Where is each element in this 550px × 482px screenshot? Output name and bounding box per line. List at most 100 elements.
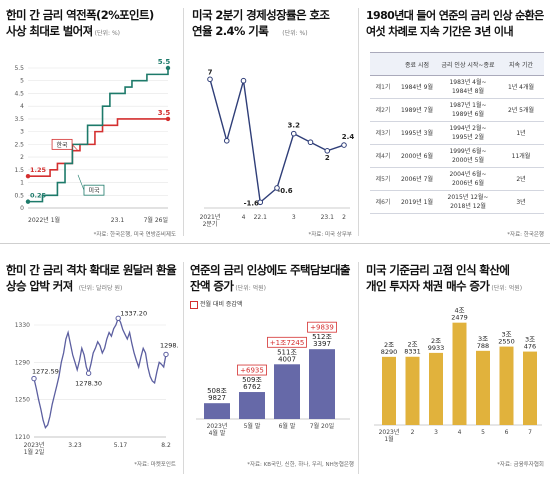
table-cell: 제1기 (370, 75, 396, 99)
unit-label: (단위: 억원) (491, 285, 523, 292)
panel-fx-rate: 한미 간 금리 격차 확대로 원달러 환율 상승 압박 커져 (단위: 달러당 원… (6, 263, 178, 478)
range-end: 1984년 8월 (451, 88, 485, 95)
annotation-point (31, 375, 37, 382)
bar (405, 356, 420, 425)
data-label: 2.4 (342, 133, 354, 141)
y-tick-label: 4.5 (14, 90, 24, 97)
delta-box (237, 364, 267, 376)
unit-label: (단위: 달러당 원) (78, 285, 123, 292)
bar-value-label: 2550 (498, 338, 515, 346)
range-end: 1995년 2월 (451, 134, 485, 141)
bar (382, 356, 396, 425)
end-point (165, 116, 171, 122)
start-point (25, 199, 31, 204)
bar (204, 403, 230, 419)
table-cell: 제5기 (370, 167, 396, 191)
header-cell: 금리 인상 시작~종료 (438, 52, 498, 76)
table-cell-range: 1994년 2월~ 1995년 2월 (438, 121, 498, 145)
y-tick-label: 1210 (15, 434, 30, 441)
x-tick-label: 6 (505, 429, 509, 436)
source-note: *자료: 금융투자협회 (497, 462, 544, 468)
y-tick-label: 2.5 (14, 141, 24, 148)
bar-value-label: 3조 (525, 336, 535, 344)
bar-value-label: 508조 (207, 387, 227, 395)
table-row: 제4기 2000년 6월 1999년 6월~ 2000년 5월 11개월 (370, 144, 544, 168)
table-cell-range: 2015년 12월~ 2018년 12월 (438, 190, 498, 214)
source-note: *자료: 미국 상무부 (308, 232, 352, 238)
unit-label: (단위: %) (282, 30, 308, 37)
bar-value-label: 3조 (478, 335, 488, 343)
x-tick-label: 2023년 (379, 428, 400, 436)
bar-value-label: 2조 (431, 337, 441, 345)
unit-label: (단위: %) (94, 30, 121, 37)
bar (523, 351, 537, 425)
chart-title: 1980년대 들어 연준의 금리 인상 순환은 (366, 9, 544, 22)
legend-label-korea: 한국 (57, 142, 69, 149)
range-end: 1989년 6월 (451, 111, 485, 118)
table-cell-range: 1987년 1월~ 1989년 6월 (438, 98, 498, 122)
bar-value-label: 512조 (312, 333, 332, 341)
y-tick-label: 1 (20, 180, 24, 187)
bar (309, 349, 335, 419)
end-point (165, 65, 171, 71)
chart-title: 연준의 금리 인상에도 주택담보대출 (190, 263, 351, 277)
header-cell (370, 52, 396, 76)
y-tick-label: 1290 (15, 359, 30, 366)
rate-gap-chart: 0 0.5 1 1.5 2 2.5 3 3.5 4 4.5 5 5.5 2022년 1월 23.1 7월 2… (14, 58, 171, 224)
y-tick-label: 5.5 (14, 65, 24, 72)
unit-label: (단위: 억원) (235, 285, 267, 292)
range-start: 1999년 6월~ (449, 148, 487, 155)
table-row: 제2기 1989년 7월 1987년 1월~ 1989년 6월 2년 5개월 (370, 98, 544, 122)
x-tick-label: 5월 말 (244, 422, 261, 430)
bar-value-label: 6762 (243, 383, 261, 391)
annotation-label: 1278.30 (75, 379, 102, 387)
y-tick-label: 5 (20, 78, 24, 85)
table-cell: 2019년 1월 (396, 190, 438, 214)
source-note: *자료: 마켓포인트 (134, 462, 176, 468)
leader-line (71, 144, 79, 151)
chart-title-line2: 사상 최대로 벌어져 (단위: %) (6, 24, 121, 38)
table-header-row: 종료 시점 금리 인상 시작~종료 지속 기간 (370, 52, 544, 76)
x-tick-label: 4월 말 (209, 429, 226, 437)
annotation-point (85, 370, 92, 376)
annotation-label: 1298.50 (160, 341, 178, 349)
table-cell: 11개월 (498, 144, 544, 168)
data-label: 7 (208, 68, 213, 76)
x-tick-label: 2 (342, 214, 346, 221)
table-row: 제6기 2019년 1월 2015년 12월~ 2018년 12월 3년 (370, 190, 544, 214)
bar-value-label: 476 (524, 343, 536, 351)
legend-label-us: 미국 (88, 187, 100, 195)
chart-title: 미국 2분기 경제성장률은 호조 (192, 8, 330, 22)
delta-label: +9839 (310, 324, 334, 332)
data-point (341, 142, 347, 148)
table-cell: 3년 (498, 190, 544, 214)
chart-title: 미국 기준금리 고점 인식 확산에 (366, 263, 510, 277)
bar (499, 346, 514, 425)
data-point (307, 139, 314, 146)
data-point (257, 199, 264, 206)
bond-buying-chart: 2조82902023년1월2조833122조993334조247943조7885… (374, 307, 542, 443)
data-label: 5.5 (158, 58, 171, 66)
data-label: -0.6 (277, 187, 292, 195)
bar-value-label: 2조 (384, 341, 394, 349)
table-cell: 1년 (498, 121, 544, 145)
data-point (290, 130, 297, 137)
bar (274, 364, 300, 419)
bar-value-label: 788 (477, 342, 489, 350)
bar-value-label: 8331 (404, 348, 421, 356)
source-note: *자료: 한국은행, 미국 연방준비제도 (93, 232, 176, 238)
x-tick-label: 2023년 (24, 441, 45, 449)
x-tick-label: 4 (242, 214, 246, 221)
x-tick-label: 1월 (384, 435, 393, 443)
bar (239, 392, 265, 419)
chart-title: 한미 간 금리 역전폭(2%포인트) (6, 8, 154, 22)
delta-label: +1조7245 (270, 339, 305, 347)
x-tick-label: 3.23 (68, 442, 82, 449)
fx-rate-chart: 1330 1290 1250 1210 1272.59 1278.30 1337.20 129… (15, 309, 178, 456)
bar-value-label: 509조 (242, 376, 262, 384)
bar-value-label: 3조 (501, 331, 511, 339)
col-divider-1 (183, 8, 184, 236)
table-row: 제1기 1984년 9월 1983년 4월~ 1984년 8월 1년 4개월 (370, 75, 544, 99)
series-line (33, 316, 167, 430)
chart-title: 한미 간 금리 격차 확대로 원달러 환율 (6, 263, 177, 277)
